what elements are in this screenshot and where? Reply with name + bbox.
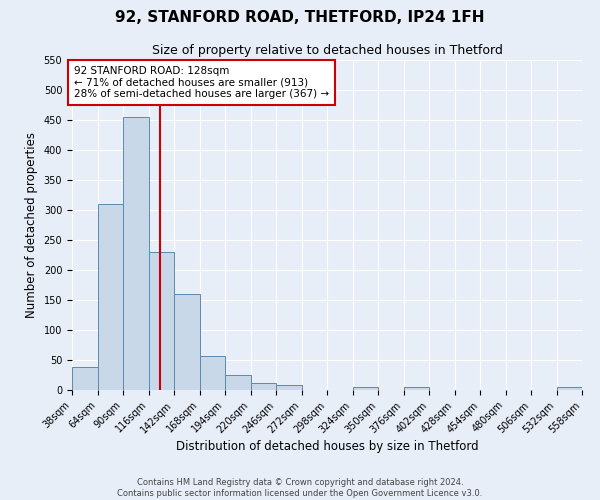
X-axis label: Distribution of detached houses by size in Thetford: Distribution of detached houses by size … xyxy=(176,440,478,454)
Bar xyxy=(97,204,123,390)
Text: 92, STANFORD ROAD, THETFORD, IP24 1FH: 92, STANFORD ROAD, THETFORD, IP24 1FH xyxy=(115,10,485,25)
Bar xyxy=(72,367,97,390)
Bar xyxy=(404,387,429,390)
Bar xyxy=(276,385,302,390)
Bar xyxy=(557,387,582,390)
Bar xyxy=(225,375,251,390)
Bar xyxy=(123,117,149,390)
Bar xyxy=(199,356,225,390)
Bar xyxy=(149,252,174,390)
Text: Contains HM Land Registry data © Crown copyright and database right 2024.
Contai: Contains HM Land Registry data © Crown c… xyxy=(118,478,482,498)
Title: Size of property relative to detached houses in Thetford: Size of property relative to detached ho… xyxy=(152,44,502,58)
Text: 92 STANFORD ROAD: 128sqm
← 71% of detached houses are smaller (913)
28% of semi-: 92 STANFORD ROAD: 128sqm ← 71% of detach… xyxy=(74,66,329,99)
Bar xyxy=(174,294,199,390)
Bar xyxy=(353,387,378,390)
Y-axis label: Number of detached properties: Number of detached properties xyxy=(25,132,38,318)
Bar xyxy=(251,383,276,390)
